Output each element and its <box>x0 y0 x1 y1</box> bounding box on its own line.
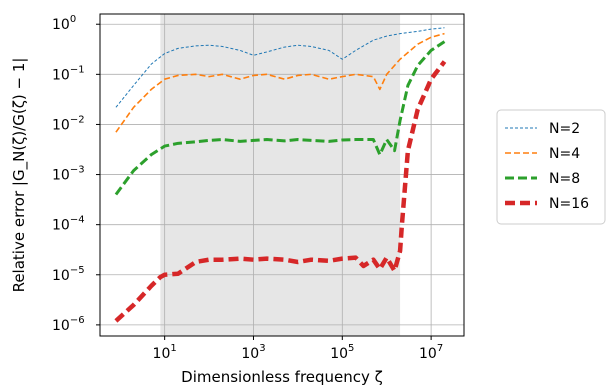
legend-label-n-2: N=2 <box>549 121 580 137</box>
x-axis-label: Dimensionless frequency ζ <box>181 368 383 386</box>
x-tick-label: 103 <box>241 343 265 362</box>
y-tick-label: 10−2 <box>52 114 85 133</box>
y-axis-label: Relative error |G_N(ζ)/G(ζ) − 1| <box>10 58 29 293</box>
legend-box <box>496 109 606 225</box>
series-group <box>114 27 447 323</box>
plot-area <box>100 14 464 336</box>
legend: N=2 N=4 N=8 N=16 <box>496 109 606 225</box>
y-tick-label: 10−5 <box>52 265 85 284</box>
legend-label-n-8: N=8 <box>549 171 580 187</box>
x-tick-label: 101 <box>153 343 177 362</box>
series-line-n-8 <box>114 40 446 196</box>
y-tick-label: 100 <box>52 14 76 33</box>
shaded-region <box>160 14 401 336</box>
legend-label-n-16: N=16 <box>549 196 589 212</box>
y-tick-label: 10−3 <box>52 165 85 184</box>
legend-label-n-4: N=4 <box>549 146 580 162</box>
axes: 101 103 105 107 100 10−1 10−2 10−3 10−4 10−5 10−6 D… <box>10 13 465 386</box>
y-tick-label: 10−1 <box>52 64 85 83</box>
x-tick-label: 105 <box>330 343 354 362</box>
x-tick-label: 107 <box>419 343 443 362</box>
y-tick-label: 10−4 <box>52 215 85 234</box>
series-line-n-16 <box>114 60 447 323</box>
y-tick-label: 10−6 <box>52 315 85 334</box>
series-line-n-4 <box>115 32 445 133</box>
series-line-n-2 <box>115 27 445 108</box>
